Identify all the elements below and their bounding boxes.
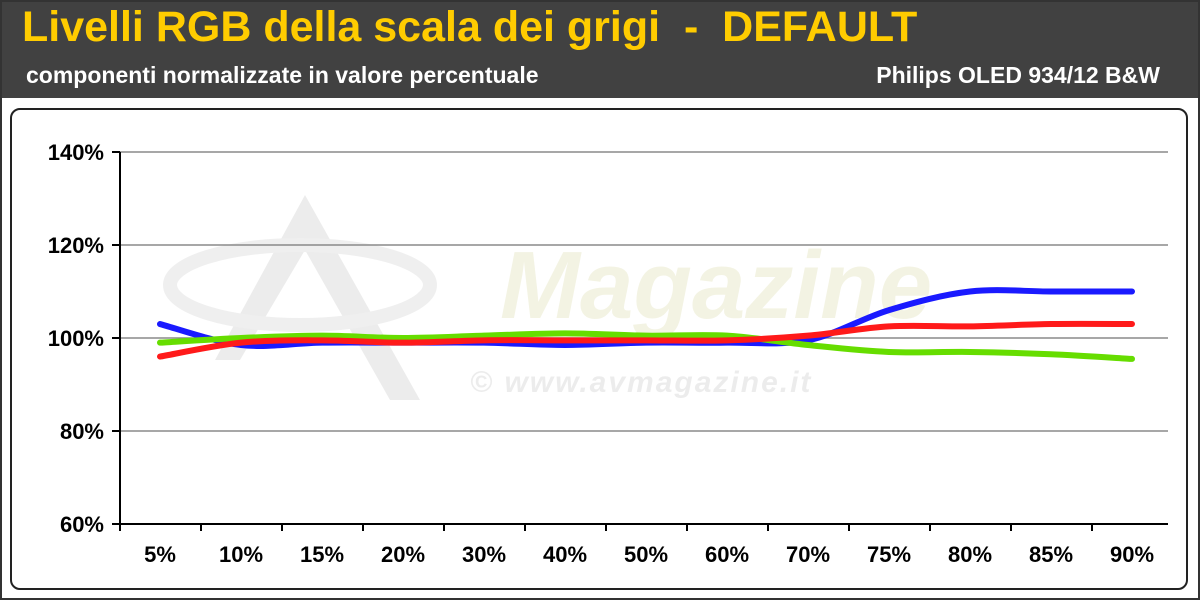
y-tick-label: 120% (48, 233, 104, 258)
x-tick-label: 50% (624, 542, 668, 567)
y-tick-label: 100% (48, 326, 104, 351)
x-tick-label: 30% (462, 542, 506, 567)
watermark-av-shape (215, 195, 420, 400)
x-tick-label: 15% (300, 542, 344, 567)
x-tick-label: 85% (1029, 542, 1073, 567)
x-tick-label: 60% (705, 542, 749, 567)
y-tick-label: 140% (48, 140, 104, 165)
x-tick-label: 10% (219, 542, 263, 567)
x-tick-label: 75% (867, 542, 911, 567)
watermark-logo: Magazine © www.avmagazine.it (163, 195, 932, 400)
watermark-url: © www.avmagazine.it (470, 366, 812, 399)
series-line-red (157, 320, 1135, 360)
x-tick-label: 80% (948, 542, 992, 567)
x-tick-label: 40% (543, 542, 587, 567)
series-line-green (157, 330, 1135, 362)
device-name: Philips OLED 934/12 B&W (876, 62, 1160, 88)
watermark-logo-text: Magazine (500, 232, 932, 339)
header-bar: Livelli RGB della scala dei grigi - DEFA… (0, 0, 1200, 98)
x-tick-label: 5% (144, 542, 176, 567)
x-tick-label: 70% (786, 542, 830, 567)
y-tick-label: 80% (60, 419, 104, 444)
chart-subtitle: componenti normalizzate in valore percen… (26, 62, 539, 88)
y-tick-label: 60% (60, 512, 104, 537)
x-tick-label: 90% (1110, 542, 1154, 567)
chart-title: Livelli RGB della scala dei grigi - DEFA… (22, 3, 918, 51)
x-tick-label: 20% (381, 542, 425, 567)
